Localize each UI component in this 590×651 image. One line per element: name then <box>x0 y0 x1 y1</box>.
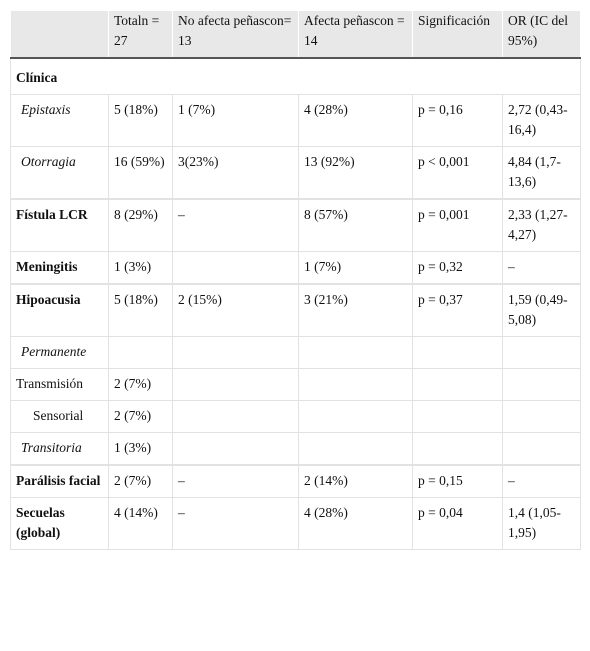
header-cell: OR (IC del 95%) <box>502 10 581 59</box>
empty-cell <box>502 336 581 369</box>
empty-cell <box>412 368 503 401</box>
table-cell: 2 (7%) <box>108 400 173 433</box>
row-label: Transitoria <box>10 432 109 465</box>
table-cell: 16 (59%) <box>108 146 173 199</box>
table-row: Permanente <box>10 336 581 369</box>
empty-cell <box>172 368 299 401</box>
table-cell: 2 (7%) <box>108 465 173 498</box>
empty-cell <box>412 400 503 433</box>
header-row: Totaln = 27 No afecta peñascon= 13 Afecta … <box>10 10 581 59</box>
table-cell: 2,72 (0,43-16,4) <box>502 94 581 147</box>
table-cell: – <box>172 497 299 550</box>
table-cell: 8 (57%) <box>298 199 413 252</box>
row-label: Transmisión <box>10 368 109 401</box>
table-row: Parálisis facial 2 (7%) –2 (14%) p = 0,15– <box>10 465 581 498</box>
section-label: Clínica <box>10 57 581 95</box>
header-cell: No afecta peñascon= 13 <box>172 10 299 59</box>
table-cell: 3(23%) <box>172 146 299 199</box>
row-label: Otorragia <box>10 146 109 199</box>
table-row: Sensorial 2 (7%) <box>10 400 581 433</box>
table-row: Transmisión 2 (7%) <box>10 368 581 401</box>
row-label: Epistaxis <box>10 94 109 147</box>
row-label: Meningitis <box>10 251 109 284</box>
data-table: Totaln = 27 No afecta peñascon= 13 Afecta … <box>10 10 581 550</box>
row-label: Parálisis facial <box>10 465 109 498</box>
table-cell: 2,33 (1,27-4,27) <box>502 199 581 252</box>
table-cell: p = 0,04 <box>412 497 503 550</box>
table-cell: 1 (7%) <box>298 251 413 284</box>
table-cell: 13 (92%) <box>298 146 413 199</box>
table-cell: p = 0,16 <box>412 94 503 147</box>
empty-cell <box>502 368 581 401</box>
header-cell <box>10 10 109 59</box>
row-label: Secuelas (global) <box>10 497 109 550</box>
table-cell: 4 (14%) <box>108 497 173 550</box>
table-cell: p = 0,15 <box>412 465 503 498</box>
empty-cell <box>172 251 299 284</box>
table-cell: – <box>172 199 299 252</box>
table-cell: 4 (28%) <box>298 497 413 550</box>
table-cell: p = 0,001 <box>412 199 503 252</box>
empty-cell <box>298 432 413 465</box>
table-row: Otorragia 16 (59%) 3(23%) 13 (92%) p < 0,001… <box>10 146 581 199</box>
table-row: Transitoria 1 (3%) <box>10 432 581 465</box>
header-cell: Totaln = 27 <box>108 10 173 59</box>
empty-cell <box>502 400 581 433</box>
table-cell: 1,4 (1,05-1,95) <box>502 497 581 550</box>
table-row: Epistaxis 5 (18%) 1 (7%) 4 (28%) p = 0,16 2,7… <box>10 94 581 147</box>
table-cell: 8 (29%) <box>108 199 173 252</box>
table-cell: 5 (18%) <box>108 284 173 337</box>
empty-cell <box>298 336 413 369</box>
empty-cell <box>298 400 413 433</box>
row-label: Fístula LCR <box>10 199 109 252</box>
table-cell: 2 (14%) <box>298 465 413 498</box>
table-row: Meningitis 1 (3%) 1 (7%) p = 0,32– <box>10 251 581 284</box>
table-cell: 1,59 (0,49-5,08) <box>502 284 581 337</box>
row-label: Sensorial <box>10 400 109 433</box>
table-cell: – <box>502 465 581 498</box>
header-cell: Significación <box>412 10 503 59</box>
empty-cell <box>298 368 413 401</box>
table-cell: – <box>502 251 581 284</box>
table-body: Clínica Epistaxis 5 (18%) 1 (7%) 4 (28%) p =… <box>10 57 581 550</box>
empty-cell <box>172 400 299 433</box>
section-row: Clínica <box>10 57 581 95</box>
table-row: Fístula LCR 8 (29%) –8 (57%) p = 0,001 2,33 … <box>10 199 581 252</box>
empty-cell <box>412 336 503 369</box>
table-cell: 4,84 (1,7-13,6) <box>502 146 581 199</box>
table-cell: 3 (21%) <box>298 284 413 337</box>
table-cell: 1 (7%) <box>172 94 299 147</box>
header-cell: Afecta peñascon = 14 <box>298 10 413 59</box>
table-row: Secuelas (global) 4 (14%) –4 (28%) p = 0,04… <box>10 497 581 550</box>
empty-cell <box>412 432 503 465</box>
table-cell: p = 0,37 <box>412 284 503 337</box>
row-label: Hipoacusia <box>10 284 109 337</box>
table-cell: 2 (7%) <box>108 368 173 401</box>
table-cell: 1 (3%) <box>108 251 173 284</box>
table-cell: 1 (3%) <box>108 432 173 465</box>
row-label: Permanente <box>10 336 109 369</box>
table-cell: – <box>172 465 299 498</box>
table-cell: p = 0,32 <box>412 251 503 284</box>
empty-cell <box>172 432 299 465</box>
empty-cell <box>172 336 299 369</box>
table-cell: 4 (28%) <box>298 94 413 147</box>
table-cell: p < 0,001 <box>412 146 503 199</box>
table-cell: 2 (15%) <box>172 284 299 337</box>
table-row: Hipoacusia 5 (18%) 2 (15%) 3 (21%) p = 0,37 1… <box>10 284 581 337</box>
empty-cell <box>108 336 173 369</box>
empty-cell <box>502 432 581 465</box>
table-cell: 5 (18%) <box>108 94 173 147</box>
